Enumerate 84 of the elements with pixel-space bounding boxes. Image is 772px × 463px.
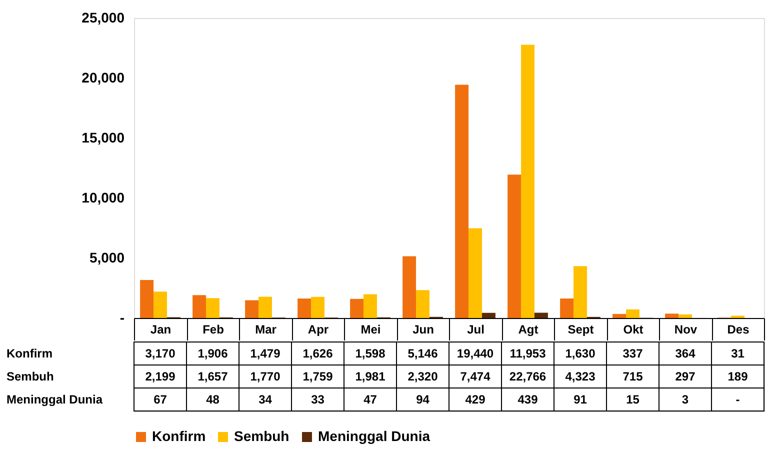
data-label: 429 (465, 392, 486, 406)
bar (402, 256, 416, 318)
data-label: 2,320 (408, 370, 438, 384)
x-tick-label: Des (727, 322, 750, 336)
bar (206, 298, 220, 318)
x-tick-label: Jul (467, 322, 484, 336)
legend-label: Meninggal Dunia (318, 428, 430, 444)
data-label: 15 (626, 392, 640, 406)
y-tick-label: - (120, 310, 125, 326)
x-tick-label: Apr (308, 322, 329, 336)
legend-label: Konfirm (152, 428, 206, 444)
data-label: 33 (311, 392, 325, 406)
text: Sembuh (6, 370, 54, 384)
x-tick-label: Feb (202, 322, 224, 336)
data-label: 19,440 (456, 346, 494, 360)
x-tick-label: Okt (623, 322, 644, 336)
bar (258, 296, 272, 318)
data-label: 7,474 (460, 370, 491, 384)
bar (482, 312, 496, 318)
data-label: 4,323 (565, 370, 596, 384)
x-tick-label: Jan (150, 322, 172, 336)
bar (534, 312, 548, 318)
y-tick-label: 20,000 (82, 70, 125, 86)
bar (455, 84, 469, 318)
bar (298, 298, 312, 318)
data-label: 1,626 (302, 346, 334, 360)
y-tick-label: 15,000 (82, 130, 125, 146)
bar (560, 298, 574, 318)
data-label: 47 (364, 392, 378, 406)
bar (364, 294, 377, 318)
data-label: 1,759 (302, 370, 334, 384)
data-label: - (736, 392, 740, 406)
y-tick-label: 10,000 (82, 190, 125, 206)
data-label: 1,906 (198, 346, 228, 360)
bar (508, 174, 522, 318)
bar (521, 44, 534, 318)
bar (678, 314, 692, 318)
data-label: 3 (682, 392, 689, 406)
text: Meninggal Dunia (6, 392, 102, 406)
data-label: 22,766 (509, 370, 546, 384)
data-label: 3,170 (145, 346, 176, 360)
x-tick-label: Nov (674, 322, 698, 336)
data-label: 1,657 (198, 370, 228, 384)
data-label: 67 (154, 392, 168, 406)
y-tick-label: 25,000 (82, 10, 125, 26)
x-tick-label: Mei (360, 322, 381, 336)
data-label: 1,479 (250, 346, 281, 360)
legend-label: Sembuh (234, 428, 290, 444)
data-label: 11,953 (510, 346, 546, 360)
x-tick-label: Mar (255, 322, 277, 336)
bar (665, 314, 679, 318)
bar (311, 296, 324, 318)
data-label: 1,630 (565, 346, 596, 360)
data-label: 439 (518, 392, 538, 406)
bar (416, 290, 430, 318)
x-tick-label: Agt (518, 322, 538, 336)
data-label: 48 (206, 392, 220, 406)
data-label: 94 (416, 392, 430, 406)
x-tick-label: Jun (412, 322, 434, 336)
data-label: 297 (675, 370, 696, 384)
bar (192, 295, 206, 318)
data-label: 91 (574, 392, 588, 406)
data-label: 1,981 (355, 370, 386, 384)
data-label: 189 (728, 370, 748, 384)
data-label: 34 (258, 392, 272, 406)
y-tick-label: 5,000 (89, 250, 125, 266)
bar (245, 300, 259, 318)
bar (574, 266, 587, 318)
data-label: 31 (731, 346, 745, 360)
x-tick-label: Sept (568, 322, 594, 336)
data-label: 715 (622, 370, 644, 384)
bar (612, 314, 626, 318)
bar (140, 280, 154, 318)
data-label: 2,199 (145, 370, 176, 384)
bar (468, 228, 482, 318)
data-label: 1,770 (250, 370, 281, 384)
bar (350, 298, 364, 318)
data-label: 1,598 (355, 346, 386, 360)
text: Konfirm (6, 346, 52, 360)
data-label: 337 (622, 346, 644, 360)
data-label: 364 (675, 346, 696, 360)
bar (626, 309, 640, 318)
data-label: 5,146 (408, 346, 438, 360)
bar (154, 292, 167, 318)
